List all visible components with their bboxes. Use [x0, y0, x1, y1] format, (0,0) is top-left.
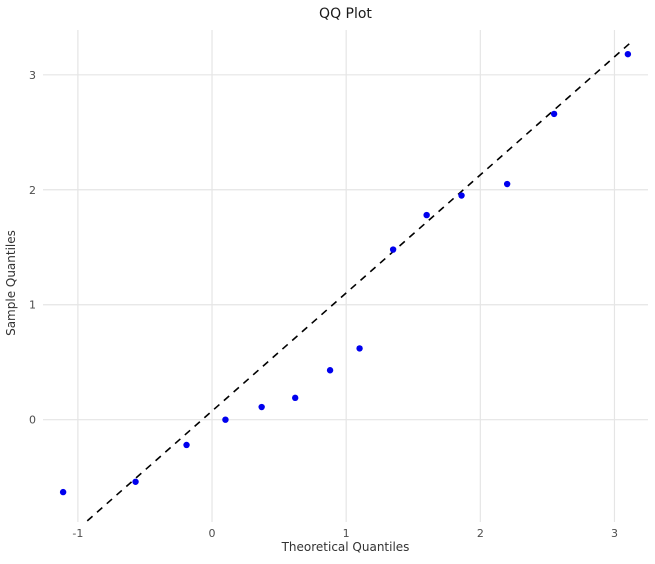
data-point	[183, 441, 190, 449]
data-point	[222, 416, 229, 423]
data-point	[458, 192, 465, 199]
x-tick-label: 3	[611, 527, 618, 540]
x-tick-label: 2	[477, 527, 484, 540]
data-point	[59, 488, 67, 496]
chart-title: QQ Plot	[319, 6, 372, 22]
y-tick-label: 0	[29, 414, 36, 427]
data-point	[326, 367, 334, 374]
x-tick-label: -1	[72, 527, 83, 540]
data-point	[423, 211, 430, 219]
data-point	[550, 110, 558, 118]
y-tick-label: 3	[29, 69, 36, 82]
data-point	[291, 394, 299, 402]
data-point	[132, 478, 139, 485]
x-axis-title: Theoretical Quantiles	[281, 540, 410, 554]
x-tick-label: 1	[343, 527, 350, 540]
y-tick-label: 1	[29, 299, 36, 312]
y-tick-label: 2	[29, 184, 36, 197]
y-axis-title: Sample Quantiles	[4, 230, 18, 336]
data-point	[258, 403, 265, 411]
data-point	[624, 50, 632, 58]
data-point	[356, 345, 363, 352]
reference-line	[86, 42, 632, 522]
data-point	[389, 246, 397, 253]
x-tick-label: 0	[209, 527, 216, 540]
data-point	[503, 180, 511, 188]
